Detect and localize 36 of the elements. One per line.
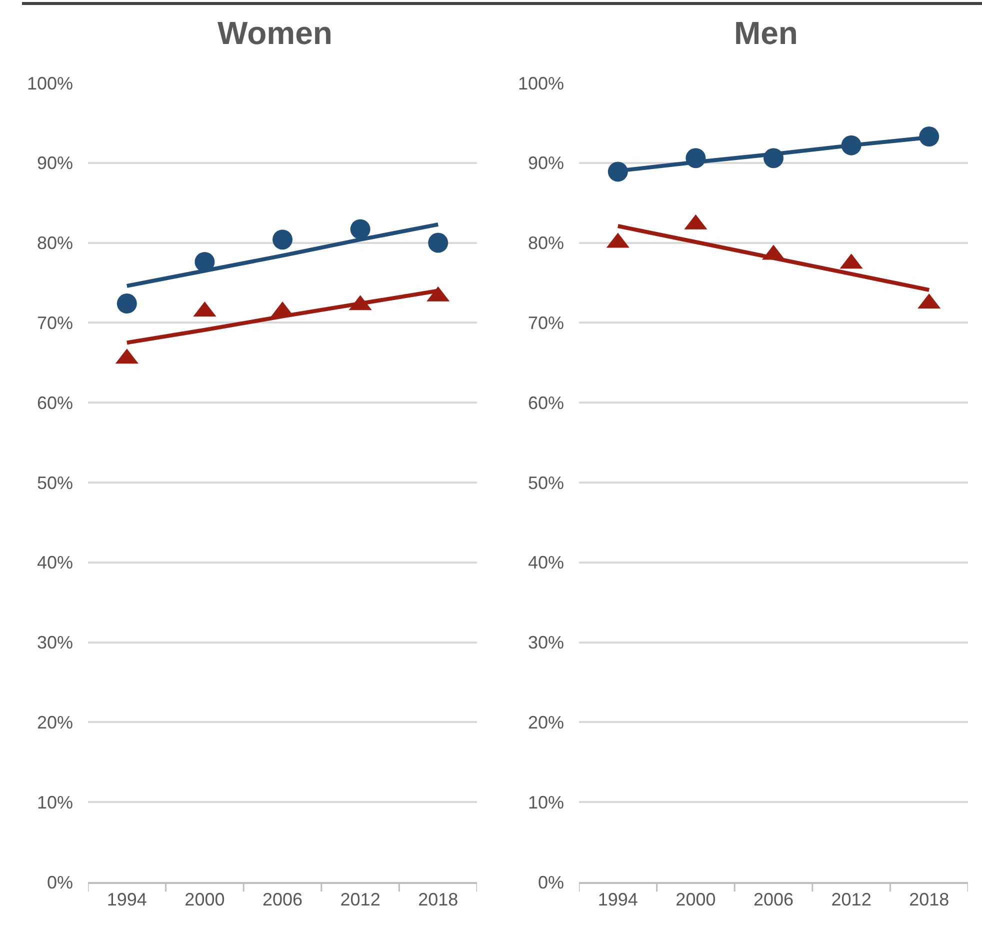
line-series: [124, 222, 440, 288]
x-tick-label: 2018: [418, 889, 458, 910]
x-tick-label: 2006: [262, 889, 303, 910]
y-tick-label: 80%: [36, 233, 73, 254]
x-tick-label: 2012: [340, 889, 380, 910]
x-tick-label: 2000: [676, 889, 716, 910]
x-tick-label: 2018: [909, 889, 950, 910]
y-tick-label: 20%: [36, 712, 73, 732]
y-tick-label: 60%: [528, 392, 564, 413]
y-tick-label: 60%: [36, 392, 73, 413]
y-tick-label: 70%: [36, 313, 73, 333]
chart-title: Men: [734, 15, 798, 52]
y-tick-label: 90%: [528, 153, 564, 174]
y-tick-label: 100%: [26, 73, 73, 94]
y-tick-label: 80%: [528, 233, 564, 254]
y-tick-label: 50%: [528, 472, 564, 493]
x-tick-label: 2006: [753, 889, 794, 910]
x-tick-label: 2000: [184, 889, 225, 910]
x-tick-label: 1994: [106, 889, 147, 910]
y-tick-label: 70%: [528, 313, 564, 333]
y-tick-label: 0%: [538, 872, 564, 892]
y-tick-label: 50%: [36, 472, 73, 493]
y-tick-label: 100%: [518, 73, 564, 94]
line-series: [616, 224, 932, 292]
x-tick-label: 2012: [831, 889, 872, 910]
y-tick-label: 20%: [528, 712, 564, 732]
y-tick-label: 30%: [528, 632, 564, 653]
y-tick-label: 10%: [36, 792, 73, 812]
x-tick-label: 1994: [598, 889, 638, 910]
y-tick-label: 10%: [528, 792, 564, 812]
y-tick-label: 40%: [528, 552, 564, 573]
y-tick-label: 40%: [36, 552, 73, 573]
y-tick-label: 90%: [36, 153, 73, 174]
y-tick-label: 0%: [46, 872, 73, 892]
y-tick-label: 30%: [36, 632, 73, 653]
chart-title: Women: [217, 15, 332, 52]
